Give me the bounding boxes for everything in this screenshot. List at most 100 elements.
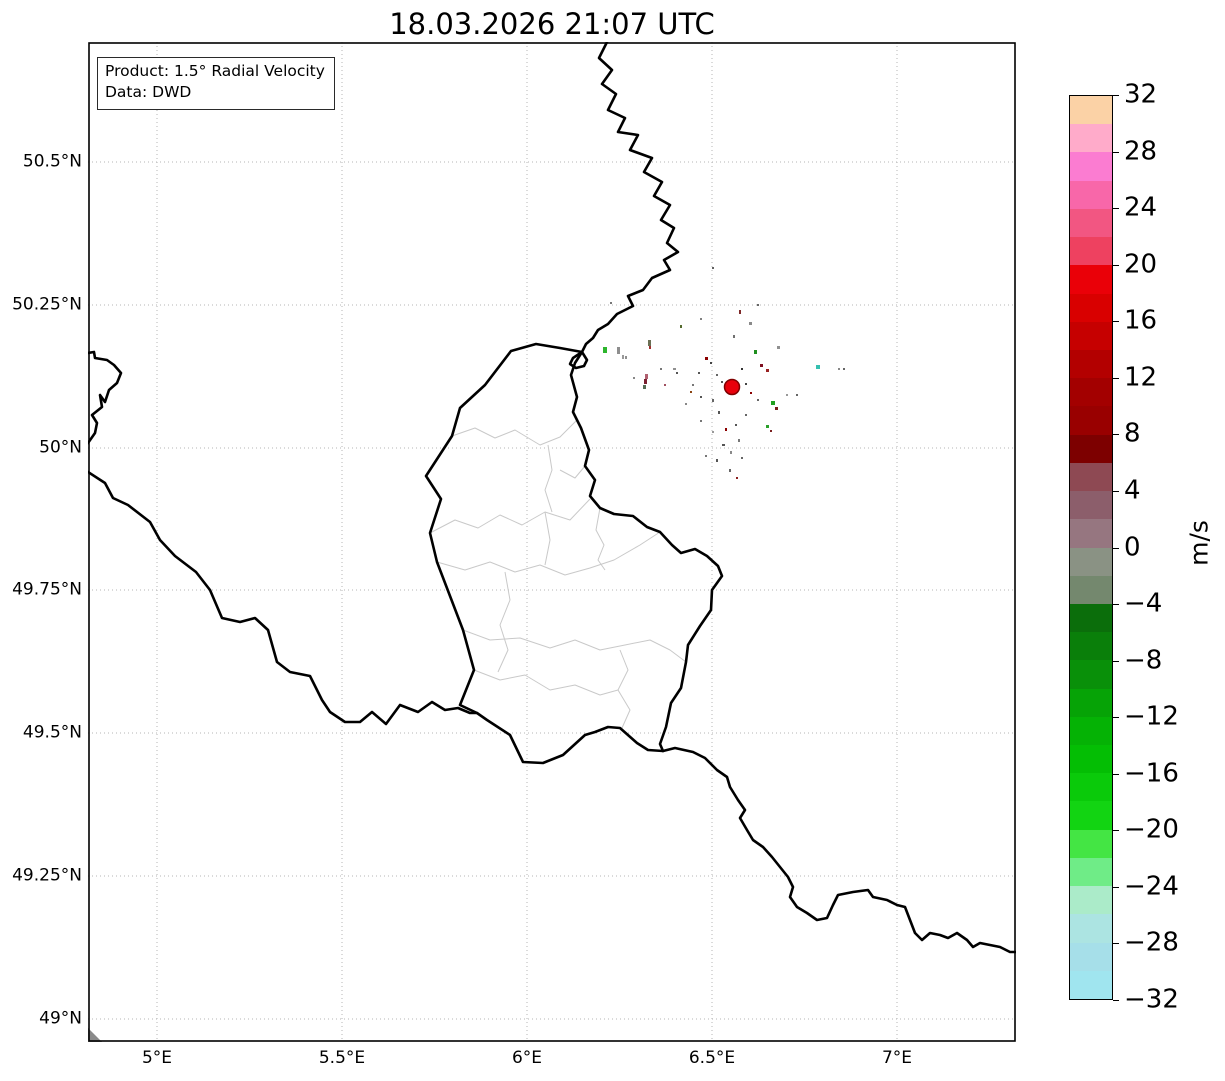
velocity-speck xyxy=(700,396,702,398)
velocity-speck xyxy=(676,372,678,374)
velocity-speck xyxy=(664,384,666,386)
velocity-speck xyxy=(716,459,718,462)
velocity-speck xyxy=(816,365,820,369)
data-source-label: Data: DWD xyxy=(105,83,192,102)
map-canvas xyxy=(88,42,1016,1042)
colorbar-tick-mark xyxy=(1113,1000,1119,1001)
colorbar-tick-label: −20 xyxy=(1124,814,1179,845)
velocity-speck xyxy=(712,399,714,402)
velocity-speck xyxy=(610,302,612,304)
givet-salient-border xyxy=(88,350,123,445)
x-tick-label: 7°E xyxy=(881,1048,913,1068)
velocity-speck xyxy=(712,431,714,433)
velocity-speck xyxy=(760,364,763,367)
velocity-speck xyxy=(777,346,780,349)
velocity-speck xyxy=(757,399,759,401)
velocity-speck xyxy=(735,424,737,426)
canton-boundary xyxy=(544,444,553,513)
colorbar-tick-mark xyxy=(1113,490,1119,492)
colorbar-segment xyxy=(1070,801,1112,830)
colorbar-segment xyxy=(1070,349,1112,379)
colorbar-segment xyxy=(1070,293,1112,322)
colorbar-segment xyxy=(1070,603,1112,633)
colorbar-tick-mark xyxy=(1113,151,1119,153)
colorbar-segment xyxy=(1070,462,1112,492)
colorbar-tick-mark xyxy=(1113,377,1119,379)
colorbar-tick-label: 20 xyxy=(1124,249,1158,280)
velocity-speck xyxy=(680,325,682,328)
velocity-speck xyxy=(730,451,732,454)
y-tick-label: 50°N xyxy=(39,437,82,458)
colorbar-segment xyxy=(1070,660,1112,689)
velocity-speck xyxy=(712,267,714,269)
product-info-box: Product: 1.5° Radial Velocity Data: DWD xyxy=(97,57,335,110)
colorbar-tick-mark xyxy=(1113,208,1119,210)
colorbar-tick-label: −16 xyxy=(1124,758,1179,789)
france-germany-border xyxy=(661,746,1016,954)
velocity-speck xyxy=(690,391,692,393)
velocity-speck xyxy=(603,347,607,353)
velocity-speck xyxy=(622,355,624,359)
velocity-speck xyxy=(710,362,712,364)
y-tick-label: 50.25°N xyxy=(12,294,82,315)
colorbar-tick-mark xyxy=(1113,264,1119,266)
ouren-knot xyxy=(568,350,589,370)
velocity-speck xyxy=(749,322,752,325)
velocity-speck xyxy=(648,340,651,346)
velocity-speck xyxy=(716,374,718,376)
canton-boundary xyxy=(451,419,578,446)
colorbar-tick-label: −28 xyxy=(1124,927,1179,958)
colorbar-tick-label: 8 xyxy=(1124,418,1141,449)
colorbar-segment xyxy=(1070,208,1112,238)
velocity-speck xyxy=(775,407,778,410)
colorbar-tick-mark xyxy=(1113,95,1119,96)
y-tick-label: 49.25°N xyxy=(12,865,82,886)
colorbar-segment xyxy=(1070,773,1112,802)
velocity-speck xyxy=(617,347,620,354)
plot-border xyxy=(88,42,1016,1042)
colorbar-tick-mark xyxy=(1113,660,1119,662)
canton-boundary xyxy=(559,465,586,479)
colorbar-tick-label: −8 xyxy=(1124,645,1163,676)
velocity-speck xyxy=(725,428,727,431)
velocity-speck xyxy=(705,455,707,457)
velocity-speck xyxy=(838,368,840,370)
velocity-speck xyxy=(644,379,647,384)
colorbar-tick-label: 32 xyxy=(1124,79,1158,110)
colorbar-tick-mark xyxy=(1113,321,1119,323)
colorbar-segment xyxy=(1070,406,1112,435)
colorbar-tick-label: 28 xyxy=(1124,135,1158,166)
colorbar-segment xyxy=(1070,378,1112,407)
colorbar-segment xyxy=(1070,745,1112,774)
colorbar-segment xyxy=(1070,632,1112,661)
plot-title: 18.03.2026 21:07 UTC xyxy=(389,7,715,41)
colorbar-tick-label: −32 xyxy=(1124,984,1179,1015)
colorbar-segment xyxy=(1070,434,1112,463)
radar-site-marker xyxy=(723,378,741,396)
canton-boundary xyxy=(595,507,606,571)
colorbar-unit-label: m/s xyxy=(1184,520,1214,566)
colorbar-segment xyxy=(1070,547,1112,576)
colorbar-tick-label: −12 xyxy=(1124,701,1179,732)
canton-boundary xyxy=(617,649,631,729)
colorbar-tick-label: −24 xyxy=(1124,871,1179,902)
velocity-speck xyxy=(705,357,708,360)
velocity-speck xyxy=(692,384,694,386)
colorbar-tick-mark xyxy=(1113,886,1119,888)
colorbar-tick-mark xyxy=(1113,717,1119,719)
velocity-speck xyxy=(722,444,725,446)
velocity-speck xyxy=(685,403,687,405)
colorbar-segment xyxy=(1070,829,1112,858)
y-tick-label: 49.5°N xyxy=(22,722,82,743)
colorbar-tick-label: 12 xyxy=(1124,362,1158,393)
velocity-speck xyxy=(649,346,651,349)
colorbar-segment xyxy=(1070,237,1112,266)
canton-boundary xyxy=(497,571,511,673)
velocity-speck xyxy=(786,394,788,396)
y-axis-labels: 50.5°N 50.25°N 50°N 49.75°N 49.5°N 49.25°N 49°… xyxy=(0,0,82,1081)
colorbar-tick-mark xyxy=(1113,943,1119,945)
velocity-speck xyxy=(796,394,798,396)
colorbar-segment xyxy=(1070,942,1112,971)
y-tick-label: 49.75°N xyxy=(12,579,82,600)
